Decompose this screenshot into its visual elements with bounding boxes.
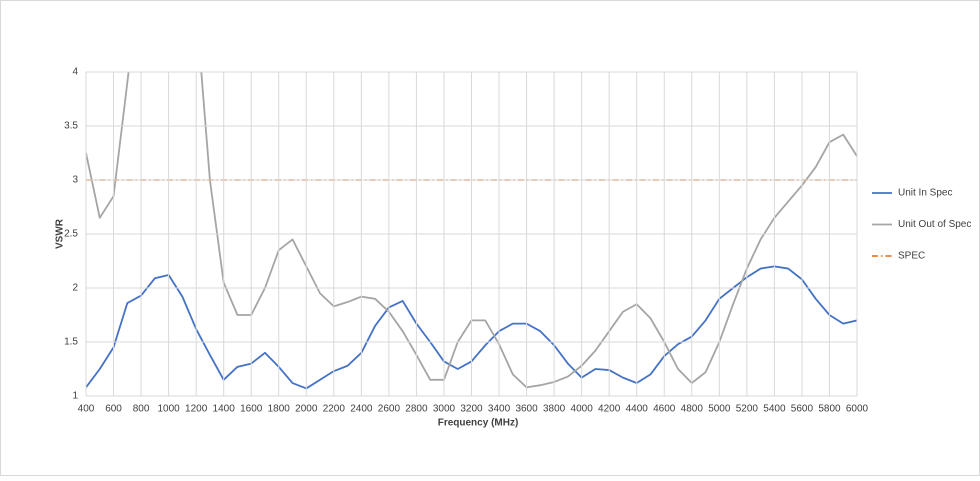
y-tick-label: 4 — [72, 67, 78, 78]
x-tick-label: 3200 — [460, 404, 483, 415]
x-tick-label: 4200 — [598, 404, 621, 415]
legend-label: Unit In Spec — [898, 188, 952, 199]
legend-label: SPEC — [898, 251, 925, 262]
y-tick-label: 2.5 — [64, 229, 78, 240]
x-tick-label: 5400 — [763, 404, 786, 415]
x-tick-label: 2800 — [405, 404, 428, 415]
x-tick-label: 600 — [105, 404, 122, 415]
y-axis-title: VSWR — [55, 218, 66, 249]
x-tick-label: 1800 — [268, 404, 291, 415]
x-tick-label: 6000 — [846, 404, 869, 415]
x-tick-label: 4800 — [681, 404, 704, 415]
x-tick-label: 2000 — [295, 404, 318, 415]
x-tick-label: 5000 — [708, 404, 731, 415]
x-tick-label: 4400 — [626, 404, 649, 415]
x-tick-label: 1400 — [213, 404, 236, 415]
x-tick-label: 2600 — [378, 404, 401, 415]
y-tick-label: 1 — [72, 391, 78, 402]
x-tick-label: 3400 — [488, 404, 511, 415]
legend-label: Unit Out of Spec — [898, 219, 971, 230]
x-tick-label: 5600 — [791, 404, 814, 415]
x-tick-label: 3800 — [543, 404, 566, 415]
x-tick-label: 2400 — [350, 404, 373, 415]
x-tick-label: 2200 — [323, 404, 346, 415]
y-tick-label: 2 — [72, 283, 78, 294]
x-tick-label: 400 — [78, 404, 95, 415]
x-tick-label: 5800 — [818, 404, 841, 415]
x-tick-label: 3000 — [433, 404, 456, 415]
y-tick-label: 3.5 — [64, 121, 78, 132]
x-tick-label: 3600 — [515, 404, 538, 415]
x-tick-label: 4600 — [653, 404, 676, 415]
x-tick-label: 1200 — [185, 404, 208, 415]
x-tick-label: 1000 — [157, 404, 180, 415]
x-tick-label: 4000 — [571, 404, 594, 415]
y-tick-label: 3 — [72, 175, 78, 186]
x-tick-label: 1600 — [240, 404, 263, 415]
x-tick-label: 5200 — [736, 404, 759, 415]
x-tick-label: 800 — [133, 404, 150, 415]
y-tick-label: 1.5 — [64, 337, 78, 348]
x-axis-title: Frequency (MHz) — [438, 418, 519, 429]
